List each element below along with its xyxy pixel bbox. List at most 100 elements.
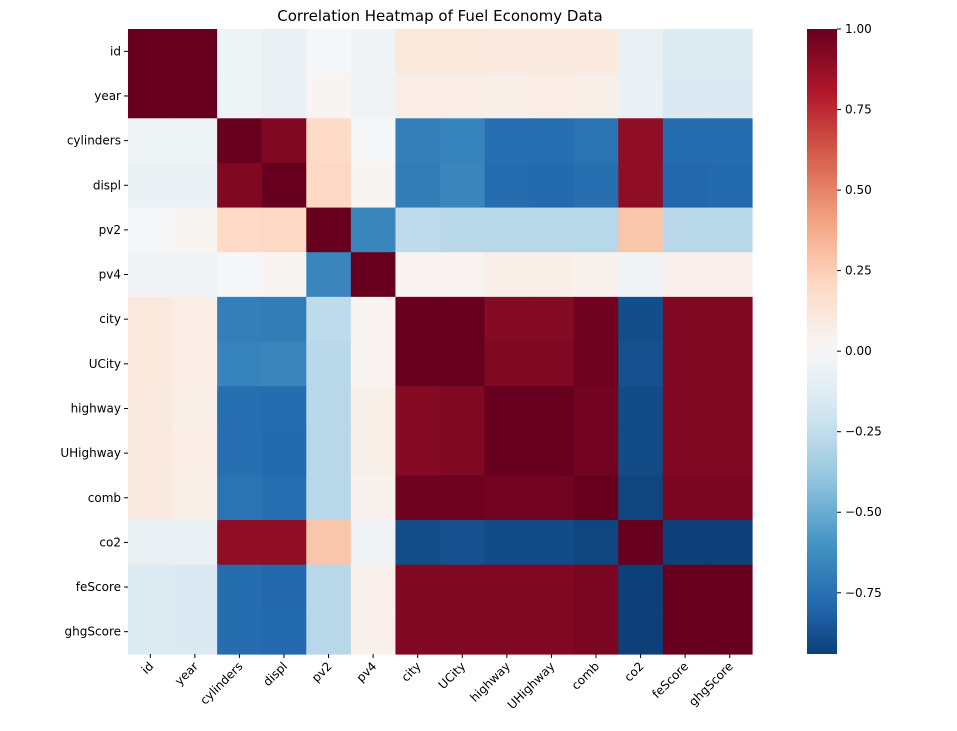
x-tick-label: id: [139, 659, 157, 677]
heatmap-cell: [128, 609, 174, 655]
heatmap-cell: [484, 430, 530, 477]
heatmap-cell: [440, 475, 486, 521]
heatmap-cell: [217, 207, 263, 253]
heatmap-cell: [350, 118, 397, 164]
colorbar-gradient: [807, 29, 837, 654]
heatmap-cell: [484, 609, 530, 655]
heatmap-cell: [395, 475, 441, 521]
heatmap-cell: [395, 341, 441, 387]
heatmap-cell: [172, 252, 218, 298]
heatmap-cell: [261, 162, 307, 209]
heatmap-cell: [350, 296, 397, 343]
heatmap-cell: [484, 252, 530, 298]
x-tick-label: UHighway: [505, 659, 558, 712]
heatmap-cell: [529, 162, 575, 209]
heatmap-cell: [306, 564, 352, 610]
heatmap-cell: [662, 386, 709, 432]
colorbar-tick-label: −0.50: [845, 505, 882, 519]
heatmap-cell: [172, 386, 218, 432]
y-tick-label: ghgScore: [65, 625, 121, 639]
heatmap-cell: [484, 207, 530, 253]
heatmap-cell: [350, 252, 397, 298]
colorbar-tick-label: 0.25: [845, 264, 872, 278]
heatmap-cell: [529, 341, 575, 387]
heatmap-cell: [618, 609, 664, 655]
heatmap-cell: [306, 475, 352, 521]
heatmap-cell: [172, 609, 218, 655]
heatmap-cell: [484, 118, 530, 164]
heatmap-cell: [529, 564, 575, 610]
colorbar: 1.00 0.75 0.50 0.25 0.00 −0.25 −0.50 −0.75: [807, 22, 882, 654]
heatmap-cell: [662, 609, 709, 655]
heatmap-cell: [350, 386, 397, 432]
heatmap-cell: [395, 252, 441, 298]
heatmap-cell: [618, 162, 664, 209]
heatmap-cell: [573, 386, 619, 432]
heatmap-cell: [529, 118, 575, 164]
heatmap-cell: [529, 386, 575, 432]
colorbar-tick-label: −0.75: [845, 586, 882, 600]
heatmap-cell: [618, 73, 664, 119]
heatmap-cell: [306, 296, 352, 343]
heatmap-cell: [662, 520, 709, 566]
heatmap-cell: [128, 520, 174, 566]
y-tick-label: co2: [99, 535, 121, 549]
heatmap-cell: [306, 162, 352, 209]
heatmap-cell: [440, 341, 486, 387]
heatmap-cells: [128, 29, 753, 655]
heatmap-cell: [128, 252, 174, 298]
heatmap-cell: [261, 609, 307, 655]
heatmap-cell: [440, 207, 486, 253]
heatmap-cell: [128, 341, 174, 387]
heatmap-cell: [261, 475, 307, 521]
heatmap-cell: [707, 430, 753, 477]
heatmap-cell: [618, 386, 664, 432]
heatmap-cell: [529, 609, 575, 655]
heatmap-cell: [261, 73, 307, 119]
heatmap-cell: [395, 520, 441, 566]
heatmap-cell: [261, 564, 307, 610]
heatmap-cell: [440, 609, 486, 655]
heatmap-cell: [662, 296, 709, 343]
chart-title: Correlation Heatmap of Fuel Economy Data: [277, 7, 603, 25]
heatmap-cell: [350, 520, 397, 566]
heatmap-cell: [395, 296, 441, 343]
heatmap-cell: [484, 162, 530, 209]
heatmap-cell: [573, 162, 619, 209]
colorbar-tick-label: 0.00: [845, 344, 872, 358]
heatmap-cell: [128, 296, 174, 343]
heatmap-cell: [618, 430, 664, 477]
heatmap-cell: [707, 252, 753, 298]
y-tick-label: id: [110, 44, 121, 58]
heatmap-cell: [350, 162, 397, 209]
heatmap-cell: [529, 475, 575, 521]
heatmap-cell: [573, 252, 619, 298]
heatmap-cell: [395, 73, 441, 119]
heatmap-cell: [662, 73, 709, 119]
heatmap-cell: [707, 609, 753, 655]
heatmap-cell: [484, 296, 530, 343]
x-tick-label: feScore: [649, 659, 691, 701]
y-tick-label: comb: [88, 491, 121, 505]
y-tick-label: pv4: [99, 268, 121, 282]
heatmap-cell: [217, 162, 263, 209]
heatmap-cell: [172, 29, 218, 75]
heatmap-cell: [440, 73, 486, 119]
heatmap-cell: [306, 341, 352, 387]
heatmap-cell: [707, 29, 753, 75]
heatmap-cell: [128, 386, 174, 432]
heatmap-cell: [395, 207, 441, 253]
heatmap-cell: [707, 386, 753, 432]
heatmap-cell: [217, 118, 263, 164]
heatmap-cell: [484, 73, 530, 119]
heatmap-cell: [172, 564, 218, 610]
heatmap-cell: [573, 564, 619, 610]
heatmap-cell: [261, 386, 307, 432]
heatmap-cell: [306, 118, 352, 164]
heatmap-cell: [217, 252, 263, 298]
heatmap-cell: [350, 564, 397, 610]
heatmap-cell: [662, 475, 709, 521]
heatmap-cell: [707, 162, 753, 209]
heatmap-cell: [172, 162, 218, 209]
